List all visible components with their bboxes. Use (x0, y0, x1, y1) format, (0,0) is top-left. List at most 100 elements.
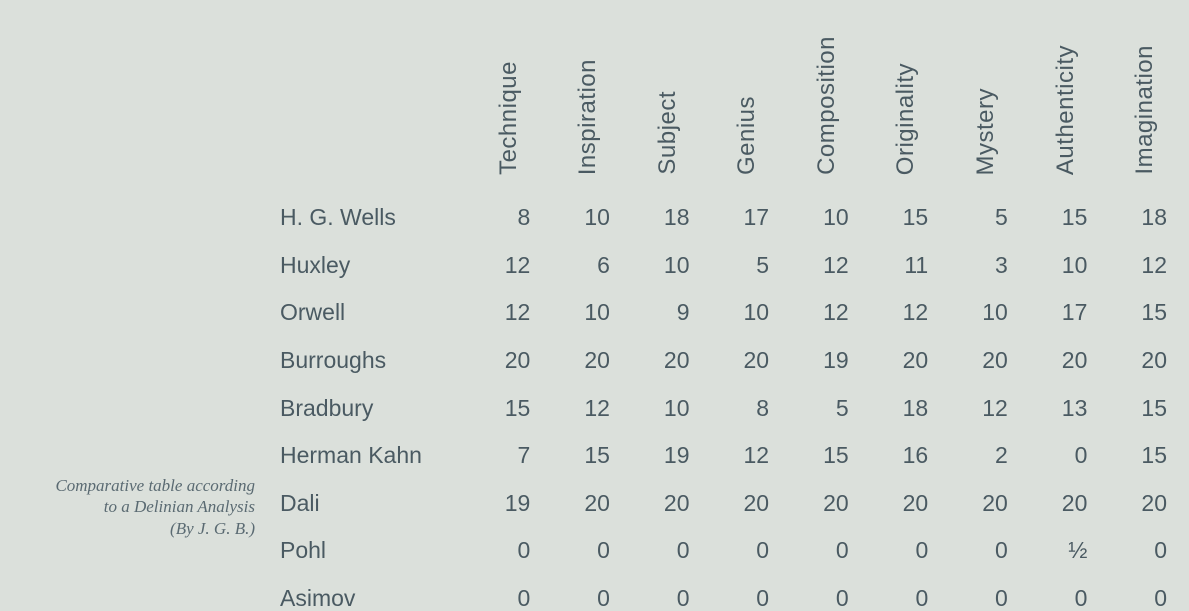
table-cell: 6 (548, 242, 628, 290)
table-cell: 17 (708, 194, 788, 242)
table-cell: 15 (1105, 385, 1185, 433)
col-header-label: Genius (733, 96, 761, 175)
table-cell: 20 (787, 480, 867, 528)
table-cell: 20 (1026, 337, 1106, 385)
table-cell: 7 (469, 432, 549, 480)
table-cell: 20 (469, 337, 549, 385)
caption-line-3: (By J. G. B.) (170, 519, 255, 538)
table-cell: 0 (469, 527, 549, 575)
row-label: Asimov (280, 575, 469, 611)
table-cell: 19 (469, 480, 549, 528)
table-cell: 10 (628, 242, 708, 290)
table-cell: 20 (708, 480, 788, 528)
table-cell: 10 (548, 289, 628, 337)
table-row: Herman Kahn 7 15 19 12 15 16 2 0 15 (280, 432, 1185, 480)
col-header: Subject (628, 0, 708, 194)
table-cell: 10 (708, 289, 788, 337)
table-cell: 20 (628, 480, 708, 528)
table-cell: 20 (628, 337, 708, 385)
table-cell: 0 (628, 527, 708, 575)
table-cell: 0 (1026, 575, 1106, 611)
table-cell: 0 (548, 575, 628, 611)
table-cell: 0 (1105, 527, 1185, 575)
table-cell: 12 (787, 242, 867, 290)
table-cell: 12 (469, 289, 549, 337)
table-row: Pohl 0 0 0 0 0 0 0 ½ 0 (280, 527, 1185, 575)
col-header: Authenticity (1026, 0, 1106, 194)
table-cell: 15 (1105, 289, 1185, 337)
table-row: H. G. Wells 8 10 18 17 10 15 5 15 18 (280, 194, 1185, 242)
table-row: Dali 19 20 20 20 20 20 20 20 20 (280, 480, 1185, 528)
table-cell: 12 (946, 385, 1026, 433)
table-cell: 2 (946, 432, 1026, 480)
table-row: Burroughs 20 20 20 20 19 20 20 20 20 (280, 337, 1185, 385)
table-cell: 0 (1026, 432, 1106, 480)
col-header: Originality (867, 0, 947, 194)
row-label: H. G. Wells (280, 194, 469, 242)
table-cell: 0 (946, 575, 1026, 611)
table-cell: 15 (867, 194, 947, 242)
table-cell: 17 (1026, 289, 1106, 337)
col-header: Mystery (946, 0, 1026, 194)
col-header-label: Originality (892, 63, 920, 175)
table-cell: 20 (867, 337, 947, 385)
table-caption: Comparative table according to a Delinia… (0, 475, 255, 539)
table-cell: 5 (946, 194, 1026, 242)
table-cell: 0 (867, 527, 947, 575)
table-cell: 20 (708, 337, 788, 385)
table-cell: 18 (867, 385, 947, 433)
caption-line-1: Comparative table according (55, 476, 255, 495)
table-cell: 0 (708, 575, 788, 611)
table-cell: ½ (1026, 527, 1106, 575)
table-row: Orwell 12 10 9 10 12 12 10 17 15 (280, 289, 1185, 337)
table-row: Huxley 12 6 10 5 12 11 3 10 12 (280, 242, 1185, 290)
table-cell: 13 (1026, 385, 1106, 433)
table-cell: 0 (1105, 575, 1185, 611)
table-cell: 12 (867, 289, 947, 337)
table-cell: 11 (867, 242, 947, 290)
col-header-label: Inspiration (574, 59, 602, 175)
table-cell: 5 (708, 242, 788, 290)
header-spacer (280, 0, 469, 194)
table-cell: 16 (867, 432, 947, 480)
table-cell: 20 (946, 480, 1026, 528)
table-cell: 20 (1105, 480, 1185, 528)
table-cell: 5 (787, 385, 867, 433)
col-header: Imagination (1105, 0, 1185, 194)
table-cell: 12 (548, 385, 628, 433)
table-row: Asimov 0 0 0 0 0 0 0 0 0 (280, 575, 1185, 611)
col-header-label: Imagination (1131, 45, 1159, 175)
row-label: Pohl (280, 527, 469, 575)
comparative-table-wrap: Technique Inspiration Subject Genius Com… (280, 0, 1185, 611)
page-root: Comparative table according to a Delinia… (0, 0, 1189, 611)
table-cell: 10 (946, 289, 1026, 337)
col-header-label: Composition (813, 36, 841, 175)
col-header-label: Subject (654, 91, 682, 175)
table-cell: 20 (1026, 480, 1106, 528)
table-cell: 18 (628, 194, 708, 242)
table-cell: 10 (1026, 242, 1106, 290)
table-cell: 20 (548, 480, 628, 528)
col-header-label: Mystery (972, 88, 1000, 176)
col-header: Genius (708, 0, 788, 194)
table-cell: 9 (628, 289, 708, 337)
table-cell: 20 (946, 337, 1026, 385)
col-header: Composition (787, 0, 867, 194)
col-header-label: Authenticity (1052, 45, 1080, 175)
row-label: Burroughs (280, 337, 469, 385)
row-label: Bradbury (280, 385, 469, 433)
table-cell: 3 (946, 242, 1026, 290)
table-cell: 8 (708, 385, 788, 433)
table-header: Technique Inspiration Subject Genius Com… (280, 0, 1185, 194)
caption-line-2: to a Delinian Analysis (104, 497, 255, 516)
table-cell: 19 (628, 432, 708, 480)
table-cell: 0 (867, 575, 947, 611)
table-cell: 10 (628, 385, 708, 433)
row-label: Huxley (280, 242, 469, 290)
table-cell: 0 (548, 527, 628, 575)
table-cell: 15 (469, 385, 549, 433)
table-cell: 0 (628, 575, 708, 611)
table-cell: 0 (946, 527, 1026, 575)
table-cell: 15 (787, 432, 867, 480)
table-cell: 12 (469, 242, 549, 290)
